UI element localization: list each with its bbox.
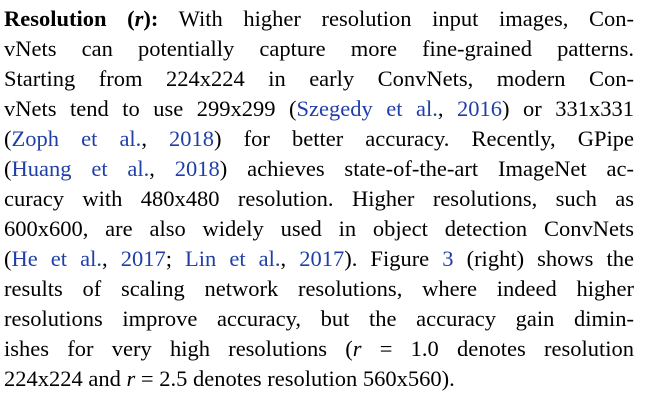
paragraph-line: Starting from 224x224 in early ConvNets,… [4, 64, 634, 94]
body-text: ( [4, 246, 12, 271]
paragraph-line: ishes for very high resolutions (r = 1.0… [4, 334, 634, 364]
body-text: , [102, 246, 121, 271]
body-text: , [437, 96, 457, 121]
citation-link[interactable]: Szegedy et al. [296, 96, 438, 121]
paragraph-heading-label: Resolution ( [4, 6, 135, 31]
body-text: = 2.5 denotes resolution 560x560). [135, 366, 455, 391]
paragraph-line: results of scaling network resolutions, … [4, 274, 634, 304]
citation-link[interactable]: Lin et al. [185, 246, 281, 271]
citation-link[interactable]: 2017 [299, 246, 345, 271]
body-text: , [280, 246, 300, 271]
body-text: ishes for very high resolutions ( [4, 336, 353, 361]
body-text: Starting from 224x224 in early ConvNets,… [4, 66, 634, 91]
body-text: , [141, 126, 170, 151]
citation-link[interactable]: 2017 [120, 246, 166, 271]
math-symbol: r [352, 336, 362, 361]
citation-link[interactable]: Huang et al. [11, 156, 150, 181]
paragraph-line: resolutions improve accuracy, but the ac… [4, 304, 634, 334]
body-text: ) achieves state-of-the-art ImageNet ac- [219, 156, 634, 181]
body-text: ( [4, 126, 12, 151]
paragraph-line: (Huang et al., 2018) achieves state-of-t… [4, 154, 634, 184]
citation-link[interactable]: 3 [442, 246, 454, 271]
body-text: , [149, 156, 175, 181]
paragraph-heading-symbol: r [134, 6, 144, 31]
paragraph-line: 600x600, are also widely used in object … [4, 214, 634, 244]
body-text: 600x600, are also widely used in object … [4, 216, 634, 241]
body-text: (right) shows the [453, 246, 634, 271]
body-text: With higher resolution input images, Con… [158, 6, 634, 31]
paragraph-line: Resolution (r): With higher resolution i… [4, 4, 634, 34]
paragraph-heading-close: ): [143, 6, 159, 31]
body-text: vNets tend to use 299x299 ( [4, 96, 297, 121]
citation-link[interactable]: 2018 [169, 126, 215, 151]
citation-link[interactable]: 2018 [174, 156, 220, 181]
body-text: resolutions improve accuracy, but the ac… [4, 306, 634, 331]
body-text: ). Figure [344, 246, 443, 271]
math-symbol: r [126, 366, 136, 391]
paragraph-line: (Zoph et al., 2018) for better accuracy.… [4, 124, 634, 154]
body-text: 224x224 and [4, 366, 127, 391]
body-text: vNets can potentially capture more fine-… [4, 36, 634, 61]
paragraph-line: 224x224 and r = 2.5 denotes resolution 5… [4, 364, 634, 394]
body-text: ( [4, 156, 12, 181]
body-text: results of scaling network resolutions, … [4, 276, 634, 301]
paragraph-line: vNets can potentially capture more fine-… [4, 34, 634, 64]
citation-link[interactable]: He et al. [11, 246, 103, 271]
body-text: curacy with 480x480 resolution. Higher r… [4, 186, 634, 211]
paragraph-line: (He et al., 2017; Lin et al., 2017). Fig… [4, 244, 634, 274]
body-text: ; [165, 246, 186, 271]
body-text: ) for better accuracy. Recently, GPipe [214, 126, 634, 151]
body-text: ) or 331x331 [502, 96, 635, 121]
paragraph-line: vNets tend to use 299x299 (Szegedy et al… [4, 94, 634, 124]
paragraph-line: curacy with 480x480 resolution. Higher r… [4, 184, 634, 214]
body-text: = 1.0 denotes resolution [361, 336, 634, 361]
citation-link[interactable]: 2016 [457, 96, 502, 121]
citation-link[interactable]: Zoph et al. [11, 126, 142, 151]
